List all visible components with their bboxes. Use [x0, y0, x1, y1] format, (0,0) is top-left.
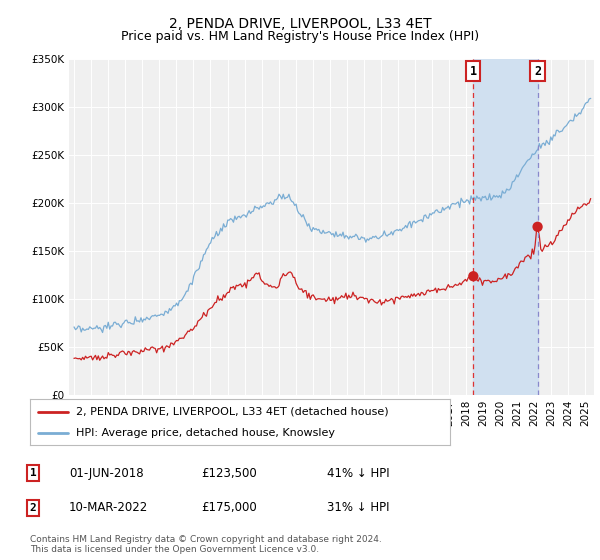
Text: 01-JUN-2018: 01-JUN-2018: [69, 466, 143, 480]
Text: 1: 1: [470, 65, 477, 78]
Text: 1: 1: [29, 468, 37, 478]
Text: £175,000: £175,000: [201, 501, 257, 515]
Text: Contains HM Land Registry data © Crown copyright and database right 2024.: Contains HM Land Registry data © Crown c…: [30, 535, 382, 544]
Text: Price paid vs. HM Land Registry's House Price Index (HPI): Price paid vs. HM Land Registry's House …: [121, 30, 479, 43]
Text: 10-MAR-2022: 10-MAR-2022: [69, 501, 148, 515]
Text: 2: 2: [29, 503, 37, 513]
Text: 2, PENDA DRIVE, LIVERPOOL, L33 4ET: 2, PENDA DRIVE, LIVERPOOL, L33 4ET: [169, 17, 431, 31]
Bar: [473, 59, 538, 395]
Text: HPI: Average price, detached house, Knowsley: HPI: Average price, detached house, Know…: [76, 428, 335, 438]
Text: £123,500: £123,500: [201, 466, 257, 480]
Text: 2, PENDA DRIVE, LIVERPOOL, L33 4ET (detached house): 2, PENDA DRIVE, LIVERPOOL, L33 4ET (deta…: [76, 407, 389, 417]
Point: [533, 222, 542, 231]
Point: [469, 272, 478, 281]
Text: 2: 2: [534, 65, 541, 78]
Text: 31% ↓ HPI: 31% ↓ HPI: [327, 501, 389, 515]
Text: 41% ↓ HPI: 41% ↓ HPI: [327, 466, 389, 480]
Text: This data is licensed under the Open Government Licence v3.0.: This data is licensed under the Open Gov…: [30, 545, 319, 554]
